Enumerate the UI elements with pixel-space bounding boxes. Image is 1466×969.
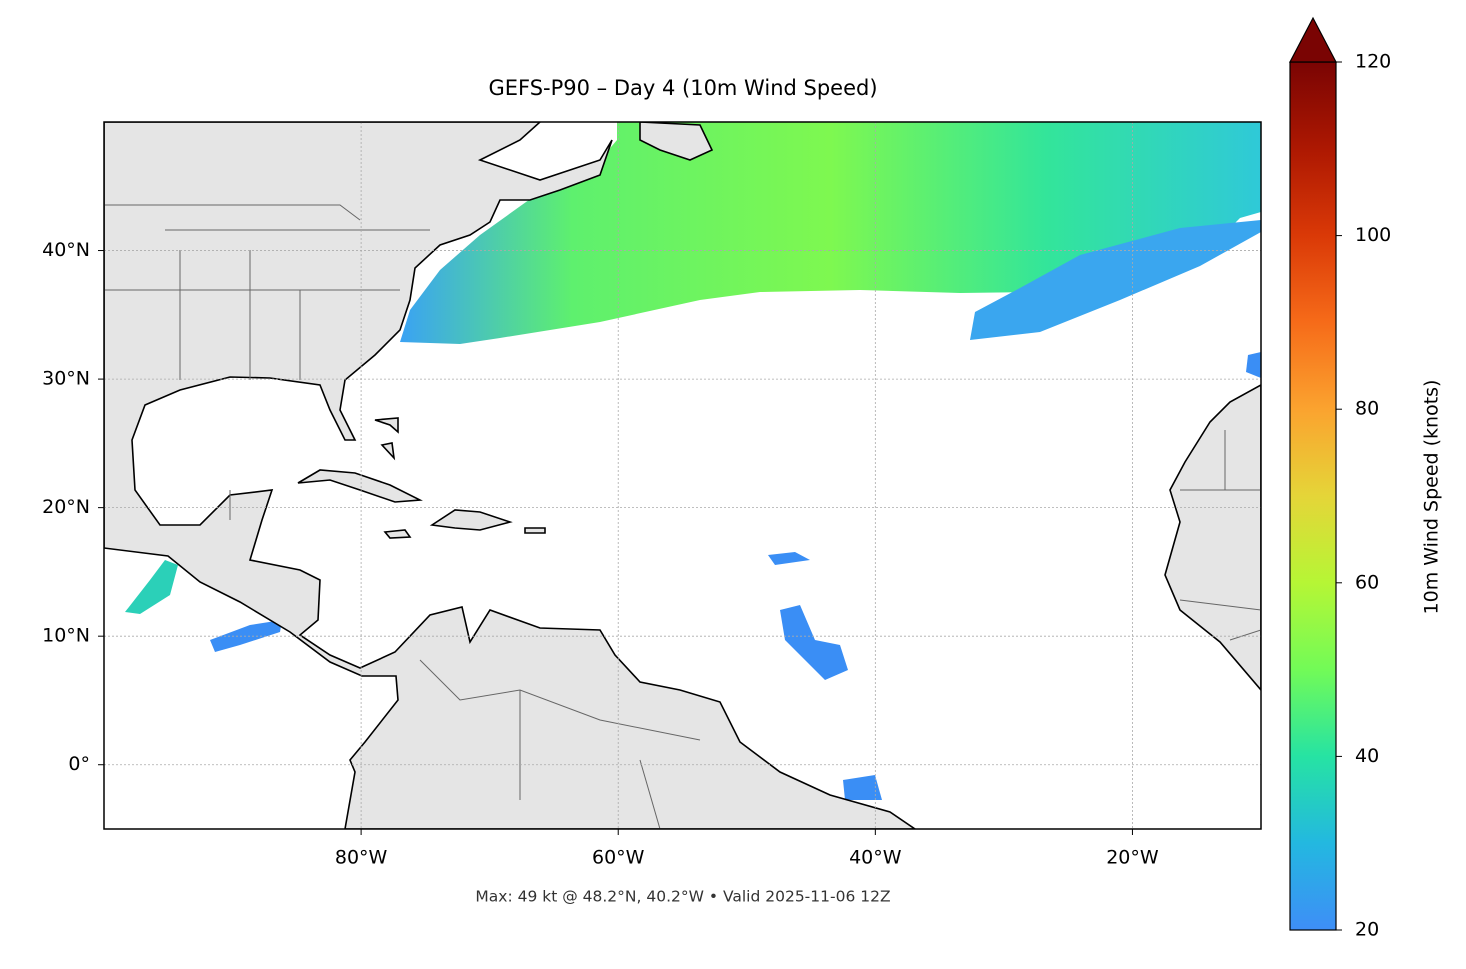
x-tick-label: 40°W <box>849 847 902 869</box>
colorbar-tick-label: 100 <box>1355 224 1391 246</box>
x-tick-label: 20°W <box>1106 847 1159 869</box>
colorbar-tick-label: 80 <box>1355 398 1379 420</box>
wind-patch <box>780 605 848 680</box>
x-tick-label: 60°W <box>592 847 645 869</box>
puerto-rico <box>524 527 546 534</box>
jamaica <box>383 529 412 539</box>
y-tick-label: 30°N <box>42 368 90 390</box>
americas <box>104 122 917 829</box>
hispaniola <box>429 509 513 531</box>
x-tick-label: 80°W <box>335 847 388 869</box>
map <box>104 122 1261 829</box>
wind-patch <box>400 122 1261 344</box>
colorbar-tick-label: 120 <box>1355 51 1391 73</box>
bahamas <box>374 417 399 461</box>
chart-title: GEFS-P90 – Day 4 (10m Wind Speed) <box>488 76 877 100</box>
y-tick-label: 0° <box>68 753 90 775</box>
wind-patch <box>843 775 882 800</box>
wind-patch <box>1246 352 1261 378</box>
africa <box>1164 384 1261 692</box>
wind-patch <box>970 220 1261 340</box>
y-tick-label: 10°N <box>42 625 90 647</box>
land <box>104 122 1261 829</box>
colorbar-label: 10m Wind Speed (knots) <box>1421 380 1443 615</box>
cuba <box>297 469 423 503</box>
wind-patch <box>125 560 178 614</box>
wind-field <box>105 122 1261 800</box>
colorbar-tick-label: 40 <box>1355 745 1379 767</box>
colorbar-extend <box>1289 16 1337 63</box>
borders <box>104 204 1261 829</box>
colorbar-tick-label: 20 <box>1355 919 1379 941</box>
y-tick-label: 40°N <box>42 239 90 261</box>
annotation: Max: 49 kt @ 48.2°N, 40.2°W • Valid 2025… <box>475 888 890 906</box>
newfoundland <box>639 122 714 161</box>
colorbar-tick-label: 60 <box>1355 571 1379 593</box>
map-frame <box>103 121 1262 830</box>
colorbar <box>1289 61 1337 931</box>
y-tick-label: 20°N <box>42 496 90 518</box>
wind-patch <box>768 552 810 565</box>
